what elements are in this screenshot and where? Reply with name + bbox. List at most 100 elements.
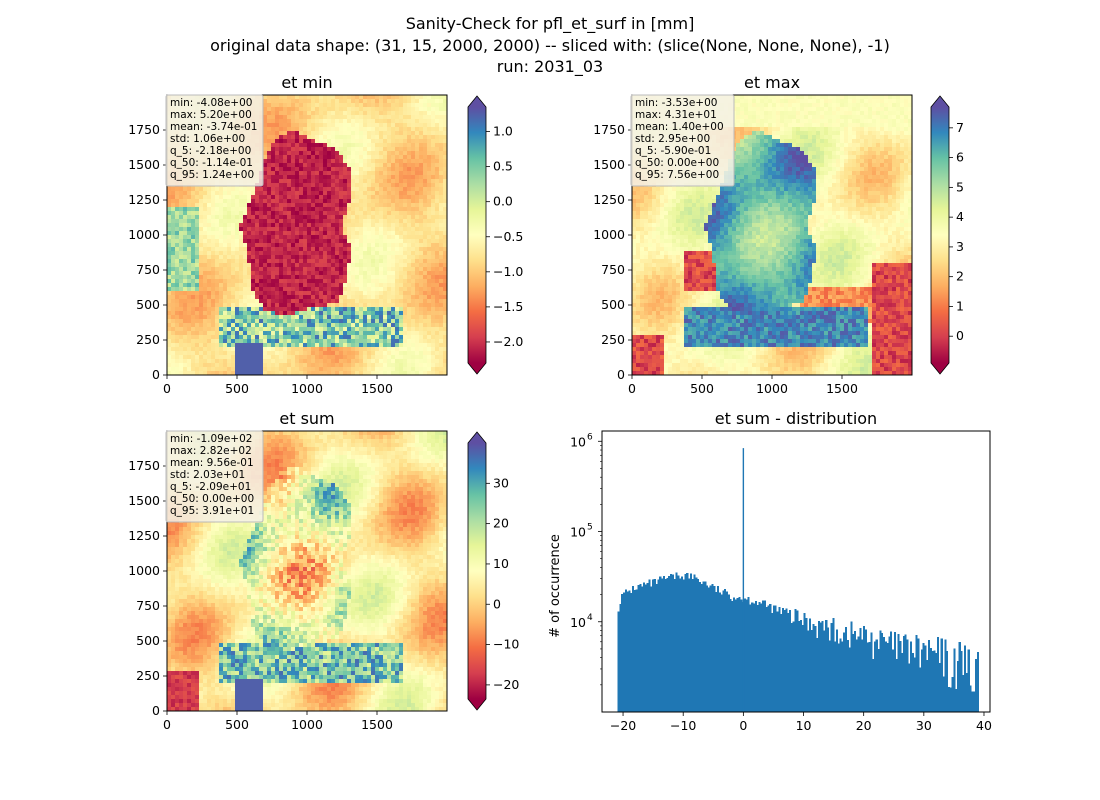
x-tick-label: −20 [610,718,636,733]
x-tick-label: 500 [690,381,714,396]
figure-title-line-3: run: 2031_03 [497,57,603,77]
stat-q5: q_5: -2.18e+00 [170,145,251,157]
histogram-bar [632,586,635,712]
histogram-bar [754,601,757,712]
histogram-bar [807,630,810,712]
histogram-bar [722,590,725,712]
histogram-bar [854,630,857,712]
histogram-bar [967,649,970,712]
histogram-bar [944,639,947,712]
histogram-bar [733,597,736,712]
histogram-bar [662,576,665,712]
histogram-bar [801,624,804,712]
colorbar-tick-label: 4 [956,209,964,224]
y-tick-label: 250 [601,332,625,347]
colorbar-gradient [931,107,949,363]
histogram-bar [698,581,701,712]
colorbar-tick-label: −1.0 [493,264,523,279]
histogram-bar [785,608,788,712]
histogram-bar [817,620,821,712]
histogram-bar [702,581,705,712]
stat-q95: q_95: 3.91e+01 [170,505,254,517]
y-tick-label: 1250 [128,528,160,543]
colorbar-extend-top [468,96,486,107]
histogram-bar [736,598,739,712]
histogram-bar [626,591,629,712]
histogram-bar [940,638,943,712]
y-axis: 0 250 500 750 1000 1250 1500 1750 [593,122,632,382]
stat-q5: q_5: -5.90e-01 [635,145,711,157]
panel-title: et sum - distribution [715,409,877,428]
histogram-bar [834,641,837,712]
histogram-bar [655,583,658,712]
histogram-bar [697,579,700,712]
histogram-bar [796,610,799,712]
histogram-bar [886,643,889,712]
histogram-bar [756,605,759,712]
histogram-bar [781,607,784,712]
colorbar-extend-top [468,432,486,443]
histogram-bar [688,578,691,712]
histogram-bar [893,631,896,712]
histogram-bar [617,611,620,712]
histogram-bar [976,651,979,712]
histogram-bar [776,611,779,712]
histogram-bar [675,572,678,712]
x-tick-label: 1000 [291,717,323,732]
histogram-bar [929,648,932,712]
colorbar: 1.0 0.5 0.0 −0.5 −1.0 −1.5 −2.0 [467,95,523,375]
histogram-bar [812,624,815,712]
histogram-bar [946,651,949,712]
y-tick-label: 0 [152,703,160,718]
stat-q5: q_5: -2.09e+01 [170,481,251,493]
histogram-bar [857,636,860,712]
x-tick-label: 30 [916,718,932,733]
x-tick-label: 40 [976,718,992,733]
colorbar-extend-bottom [468,363,486,374]
histogram-bar [864,629,867,712]
histogram-bar [799,620,803,712]
stat-q50: q_50: 0.00e+00 [170,493,254,505]
histogram-bar [803,613,806,712]
y-tick-label: 10 [570,615,586,630]
histogram-bar [917,638,920,712]
figure-title-line-1: Sanity-Check for pfl_et_surf in [mm] [406,14,695,34]
histogram-bar [870,632,873,712]
histogram-bar [924,645,927,712]
y-tick-label: 10 [570,525,586,540]
histogram-bar [664,579,667,712]
histogram-bar [623,592,626,712]
histogram-bar [778,606,781,712]
histogram-bar [669,574,673,712]
stat-mean: mean: 9.56e-01 [170,457,254,469]
panel-et-sum: et sum 0 500 1000 1500 0 250 500 750 1000 1250 15… [128,409,519,732]
histogram-bar [767,605,770,712]
histogram-bar [760,603,763,712]
histogram-bar [873,641,877,712]
histogram-bar [763,600,766,712]
histogram-bar [715,591,718,712]
x-tick-label: 1500 [361,381,393,396]
histogram-bar [875,639,878,712]
histogram-bar [808,618,812,712]
x-tick-label: 1500 [826,381,858,396]
histogram-bar [823,630,826,712]
histogram-bar [955,688,958,712]
histogram-bar [913,657,916,712]
histogram-bar [749,604,752,712]
histogram-bar [787,613,790,712]
stat-max: max: 5.20e+00 [170,109,252,121]
histogram-bar [747,597,750,712]
y-tick-label: 250 [136,332,160,347]
colorbar-tick-label: 2 [956,269,964,284]
histogram-bar [872,659,875,712]
histogram-bar [810,629,813,712]
histogram-bar [666,577,669,712]
colorbar-tick-label: 0 [956,328,964,343]
histogram-bar [832,618,835,712]
histogram-bar [619,603,622,712]
colorbar-tick-label: −10 [493,637,519,652]
histogram-bar [653,578,656,712]
x-axis: 0 500 1000 1500 [163,711,393,732]
